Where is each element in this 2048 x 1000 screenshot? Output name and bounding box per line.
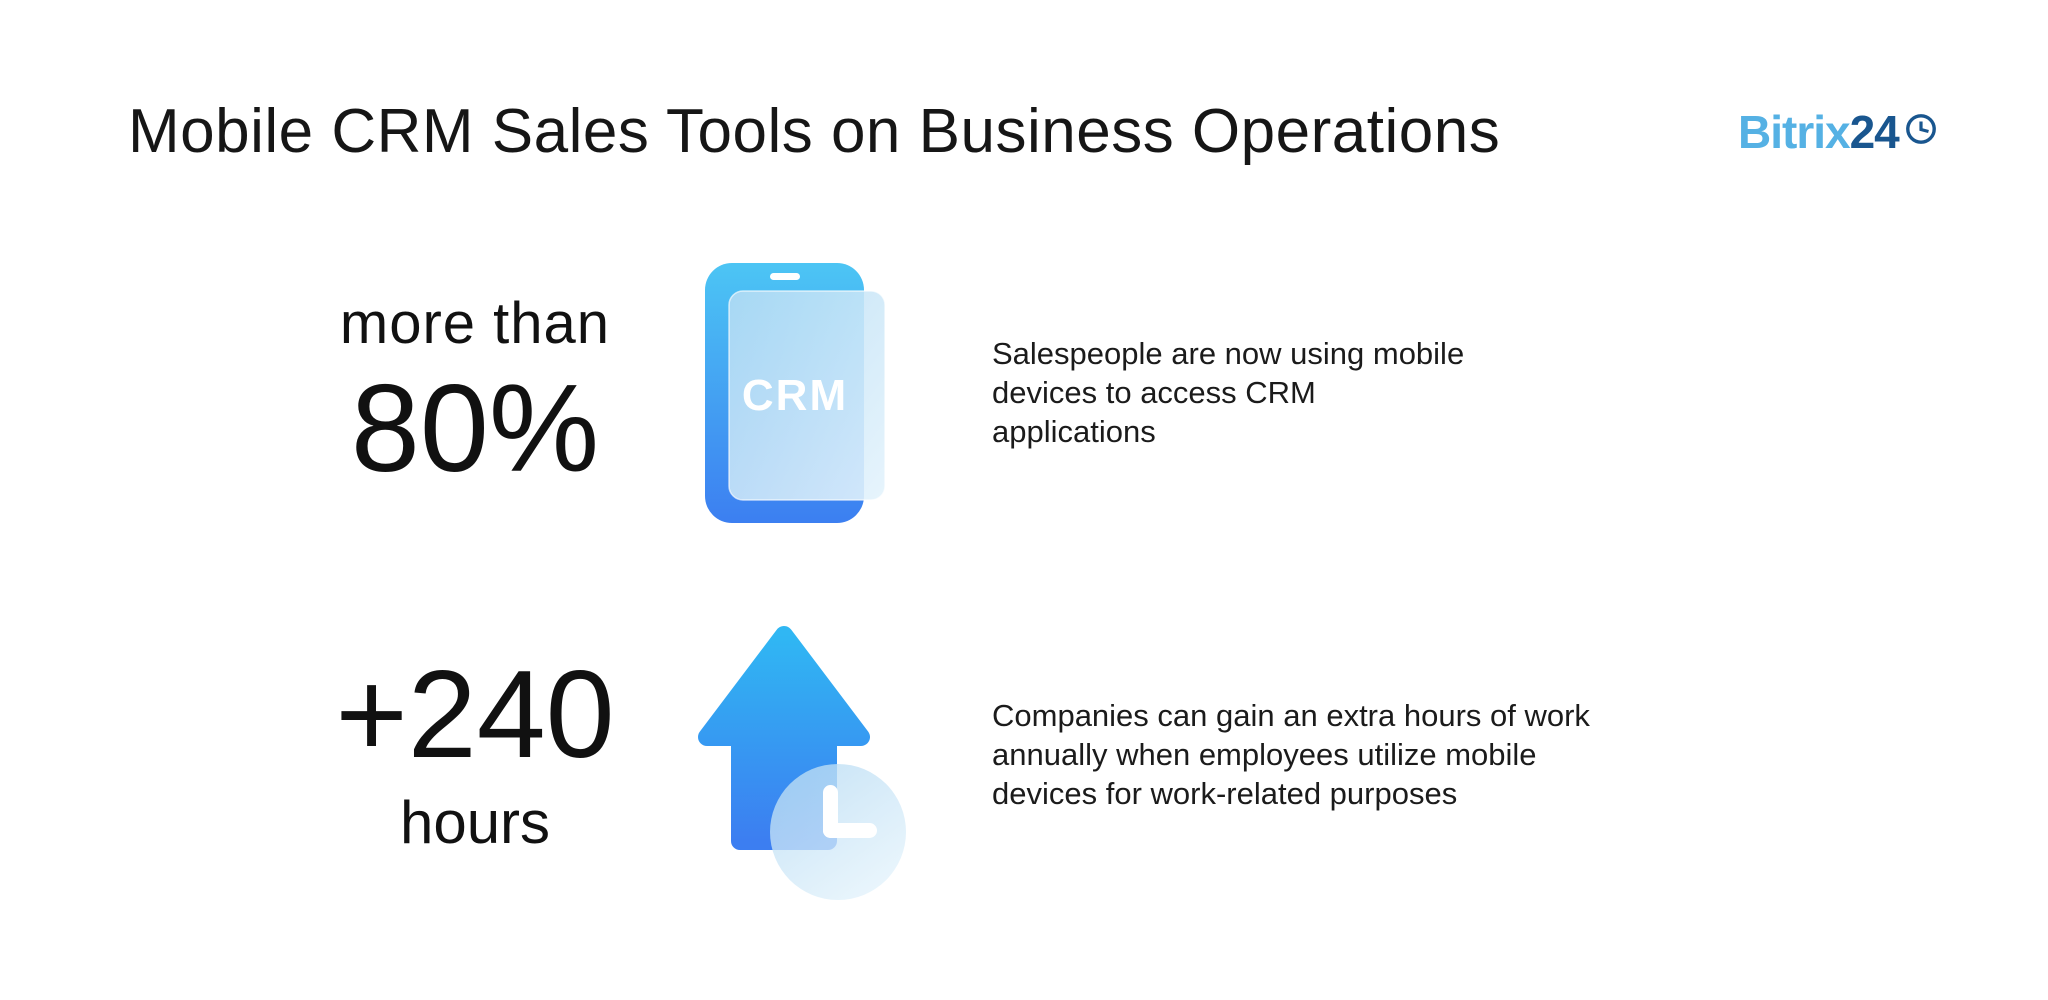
stat-suffix: hours xyxy=(399,789,551,856)
phone-speaker xyxy=(770,273,800,280)
arrow-up-clock-icon xyxy=(698,626,906,900)
stat-block-80-percent: more than 80% xyxy=(255,291,695,498)
crm-screen-label: CRM xyxy=(742,371,848,420)
clock-icon xyxy=(1905,114,1936,144)
stat-value: 80% xyxy=(350,360,600,498)
logo-brand-text: Bitrix xyxy=(1738,106,1851,158)
stat-value: +240 xyxy=(335,646,615,784)
logo-number-text: 24 xyxy=(1849,106,1900,158)
glass-screen xyxy=(728,290,886,501)
bitrix24-logo: Bitrix 24 xyxy=(1738,104,1939,160)
clock-hand-horizontal xyxy=(823,823,877,838)
mobile-crm-icon: CRM xyxy=(705,263,886,523)
clock-face xyxy=(1905,114,1936,144)
clock-hands xyxy=(1919,121,1929,134)
stat-block-240-hours: +240 hours xyxy=(255,650,695,856)
stat-description: Companies can gain an extra hours of wor… xyxy=(992,698,1590,811)
page-title: Mobile CRM Sales Tools on Business Opera… xyxy=(128,97,1501,166)
stat-description: Salespeople are now using mobile devices… xyxy=(992,336,1465,449)
stat-prefix: more than xyxy=(339,291,611,356)
